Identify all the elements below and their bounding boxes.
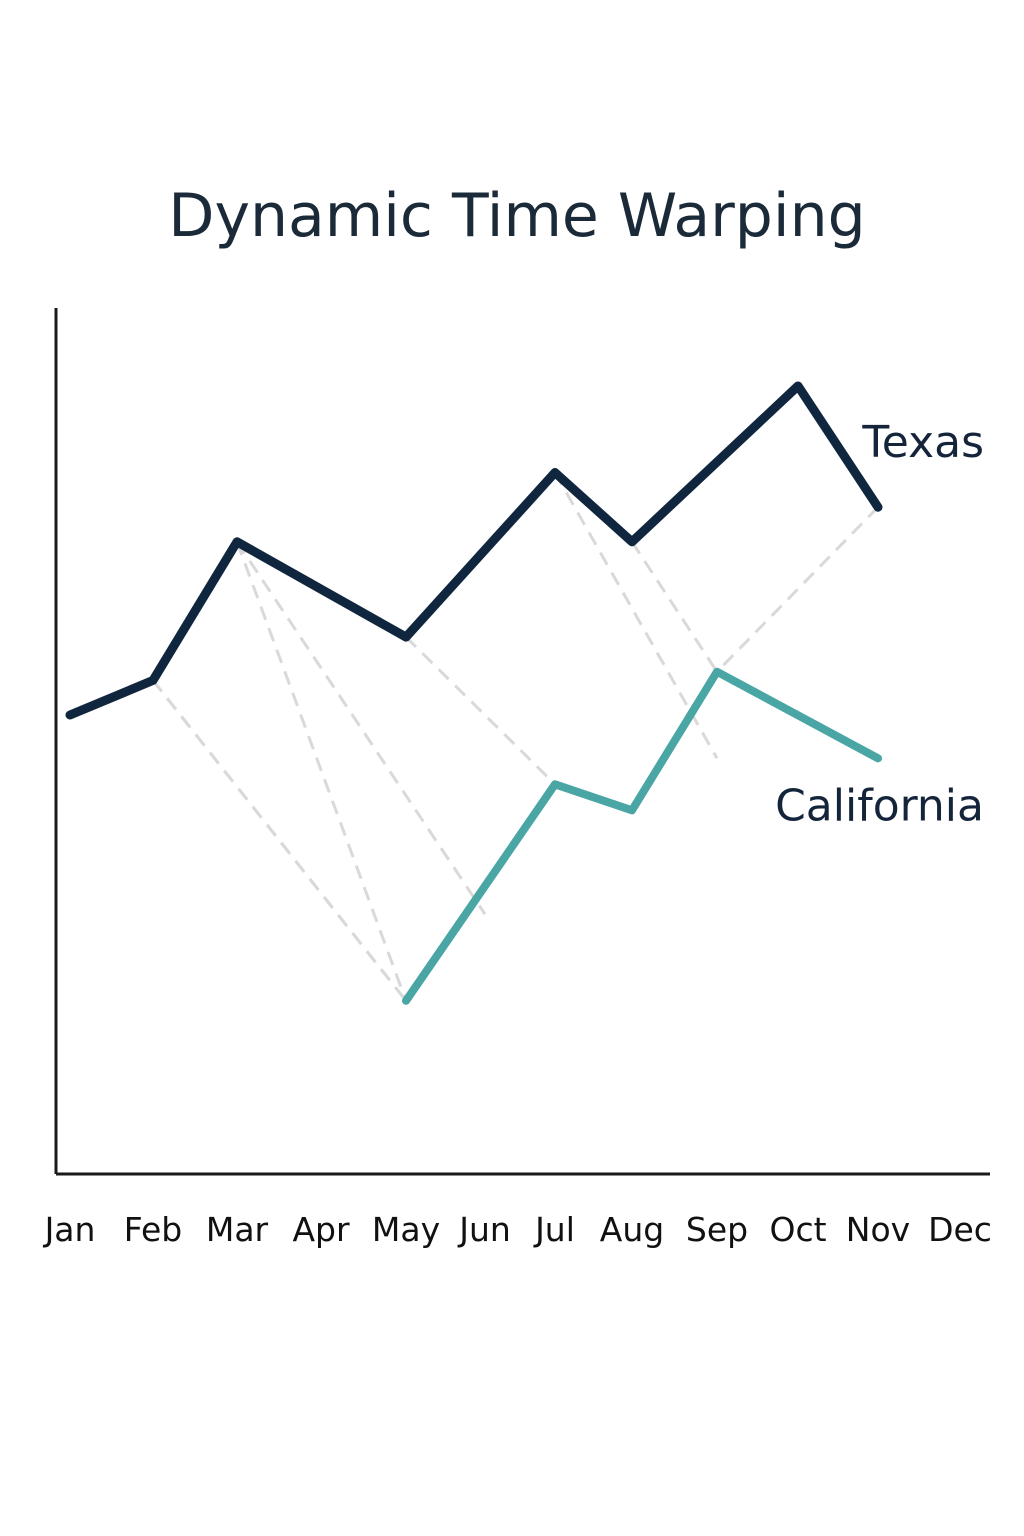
alignment-line-7 (630, 540, 719, 673)
axes (54, 308, 990, 1176)
series-lines: Texas California (65, 381, 984, 1005)
alignment-line-4 (235, 540, 487, 916)
x-tick-label: Jun (457, 1210, 511, 1249)
alignment-line-2 (151, 679, 408, 1002)
alignment-line-8 (715, 506, 880, 673)
x-tick-label: Dec (928, 1210, 992, 1249)
series-label-california: California (775, 780, 984, 831)
alignment-lines (151, 471, 880, 1002)
chart-title: Dynamic Time Warping (168, 181, 866, 251)
x-tick-label: Apr (292, 1210, 350, 1249)
x-tick-labels: Jan Feb Mar Apr May Jun Jul Aug Sep Oct Nov Dec (43, 1210, 992, 1249)
alignment-line-3 (235, 541, 408, 1002)
alignment-line-6 (553, 471, 719, 760)
x-tick-label: Aug (600, 1210, 664, 1249)
series-line-texas (65, 381, 883, 720)
x-tick-label: May (372, 1210, 440, 1249)
x-tick-label: Nov (846, 1210, 910, 1249)
x-tick-label: Jul (533, 1210, 575, 1249)
x-tick-label: Sep (686, 1210, 748, 1249)
x-tick-label: Oct (769, 1210, 826, 1249)
x-tick-label: Feb (124, 1210, 182, 1249)
alignment-line-5 (404, 636, 557, 786)
x-tick-label: Mar (206, 1210, 269, 1249)
series-label-texas: Texas (861, 417, 984, 468)
series-line-california (402, 667, 882, 1005)
x-tick-label: Jan (43, 1210, 96, 1249)
